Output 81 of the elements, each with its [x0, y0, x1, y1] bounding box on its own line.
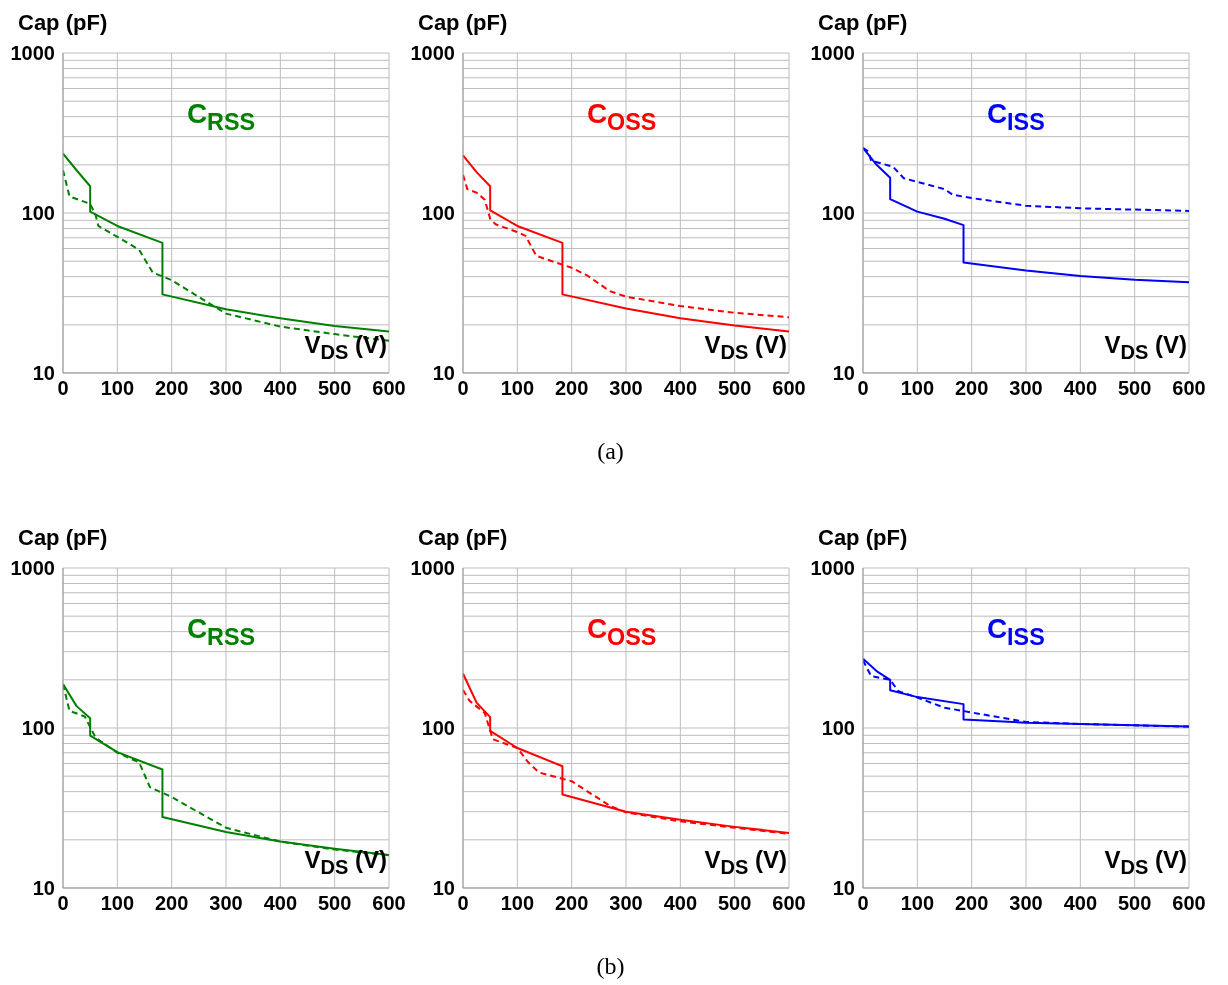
y-axis-title: Cap (pF): [418, 525, 508, 551]
x-tick-label: 400: [663, 892, 698, 915]
x-axis-title: V$_{DS}$ (V): [304, 846, 387, 879]
x-tick-label: 100: [500, 892, 535, 915]
text: C$_{RSS}$: [186, 98, 256, 136]
x-tick-label: 600: [372, 377, 406, 400]
x-tick-label: 400: [263, 892, 298, 915]
x-tick-label: 300: [1009, 377, 1043, 400]
x-axis-title: V$_{DS}$ (V): [1104, 331, 1187, 364]
y-tick-label: 1000: [410, 557, 455, 580]
y-tick-label: 1000: [10, 42, 55, 65]
x-tick-label: 100: [900, 892, 935, 915]
x-tick-label: 400: [263, 377, 298, 400]
text: C$_{ISS}$: [986, 98, 1045, 136]
y-tick-label: 10: [32, 877, 55, 900]
y-axis-title: Cap (pF): [818, 525, 908, 551]
x-axis-title: V$_{DS}$ (V): [704, 846, 787, 879]
y-tick-label: 10: [832, 877, 855, 900]
x-tick-label: 0: [857, 892, 869, 915]
y-tick-label: 1000: [810, 42, 855, 65]
y-tick-label: 10: [432, 877, 455, 900]
x-tick-label: 200: [954, 892, 989, 915]
y-tick-label: 100: [21, 717, 55, 740]
x-tick-label: 600: [1172, 377, 1206, 400]
x-tick-label: 200: [154, 377, 189, 400]
text: (a): [596, 438, 625, 465]
text: C$_{OSS}$: [586, 613, 657, 651]
text: C$_{OSS}$: [586, 98, 657, 136]
x-tick-label: 300: [1009, 892, 1043, 915]
x-tick-label: 200: [154, 892, 189, 915]
y-tick-label: 1000: [810, 557, 855, 580]
text: (b): [595, 953, 626, 980]
y-tick-label: 10: [832, 362, 855, 385]
y-axis-title: Cap (pF): [418, 10, 508, 36]
x-tick-label: 0: [457, 377, 469, 400]
x-tick-label: 100: [100, 892, 135, 915]
x-tick-label: 500: [717, 377, 752, 400]
x-tick-label: 500: [1117, 377, 1152, 400]
x-tick-label: 600: [772, 377, 806, 400]
x-tick-label: 100: [100, 377, 135, 400]
x-tick-label: 200: [554, 377, 589, 400]
y-axis-title: Cap (pF): [18, 525, 108, 551]
x-tick-label: 100: [900, 377, 935, 400]
x-tick-label: 600: [372, 892, 406, 915]
text: C$_{RSS}$: [186, 613, 256, 651]
y-axis-title: Cap (pF): [18, 10, 108, 36]
x-tick-label: 100: [500, 377, 535, 400]
text: C$_{ISS}$: [986, 613, 1045, 651]
x-tick-label: 0: [857, 377, 869, 400]
x-tick-label: 400: [1063, 892, 1098, 915]
x-tick-label: 500: [317, 892, 352, 915]
y-tick-label: 10: [32, 362, 55, 385]
x-tick-label: 500: [1117, 892, 1152, 915]
x-axis-title: V$_{DS}$ (V): [304, 331, 387, 364]
x-tick-label: 500: [717, 892, 752, 915]
y-tick-label: 100: [421, 717, 455, 740]
x-tick-label: 300: [609, 377, 643, 400]
line-series: [463, 154, 789, 333]
x-tick-label: 0: [57, 377, 69, 400]
x-tick-label: 0: [457, 892, 469, 915]
x-tick-label: 500: [317, 377, 352, 400]
x-tick-label: 600: [1172, 892, 1206, 915]
x-tick-label: 200: [954, 377, 989, 400]
x-tick-label: 200: [554, 892, 589, 915]
x-tick-label: 0: [57, 892, 69, 915]
y-tick-label: 100: [821, 717, 855, 740]
y-tick-label: 100: [821, 202, 855, 225]
y-axis-title: Cap (pF): [818, 10, 908, 36]
y-tick-label: 1000: [10, 557, 55, 580]
y-tick-label: 1000: [410, 42, 455, 65]
x-tick-label: 600: [772, 892, 806, 915]
y-tick-label: 100: [21, 202, 55, 225]
x-tick-label: 400: [1063, 377, 1098, 400]
x-axis-title: V$_{DS}$ (V): [1104, 846, 1187, 879]
x-tick-label: 300: [609, 892, 643, 915]
x-tick-label: 300: [209, 377, 243, 400]
x-axis-title: V$_{DS}$ (V): [704, 331, 787, 364]
y-tick-label: 100: [421, 202, 455, 225]
y-tick-label: 10: [432, 362, 455, 385]
x-tick-label: 400: [663, 377, 698, 400]
x-tick-label: 300: [209, 892, 243, 915]
